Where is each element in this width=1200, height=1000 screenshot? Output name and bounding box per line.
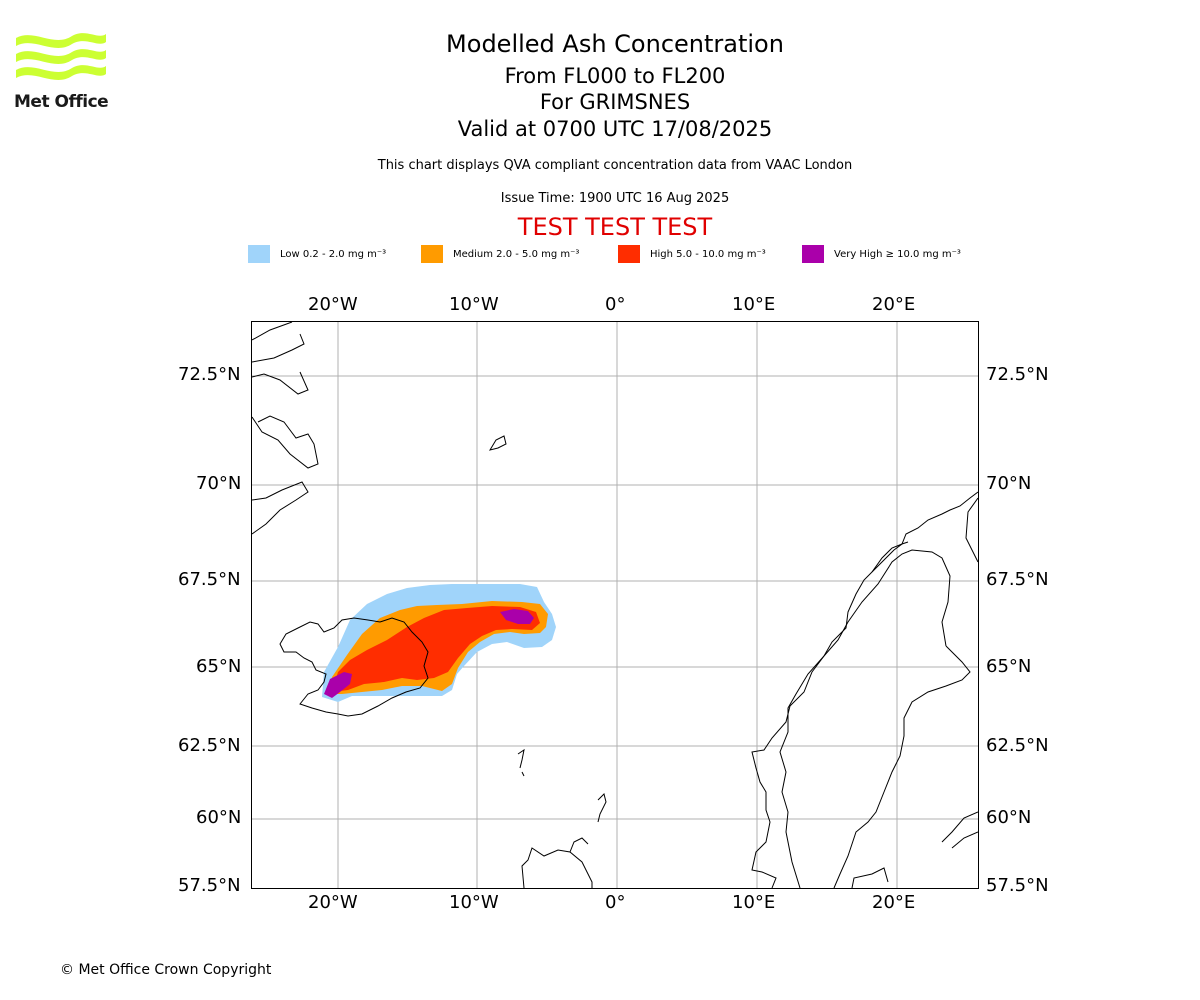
met-office-wave-icon — [16, 33, 106, 80]
legend-swatch-high — [618, 245, 640, 263]
ash-very-high-region-east — [500, 609, 534, 624]
map-coastlines — [252, 322, 978, 888]
lat-tick-left-67-5: 67.5°N — [178, 569, 241, 590]
legend-label-medium: Medium 2.0 - 5.0 mg m⁻³ — [453, 248, 580, 260]
lon-tick-top-0: 0° — [605, 294, 626, 315]
legend-swatch-low — [248, 245, 270, 263]
flight-level-range: From FL000 to FL200 — [504, 64, 726, 88]
lon-tick-bottom-0: 0° — [605, 892, 626, 913]
lat-tick-left-60: 60°N — [196, 807, 242, 828]
lat-tick-right-60: 60°N — [986, 807, 1032, 828]
legend-item-medium: Medium 2.0 - 5.0 mg m⁻³ — [421, 244, 579, 264]
lat-tick-left-72-5: 72.5°N — [178, 364, 241, 385]
legend-label-high: High 5.0 - 10.0 mg m⁻³ — [650, 248, 766, 260]
legend-label-low: Low 0.2 - 2.0 mg m⁻³ — [280, 248, 387, 260]
legend-swatch-very-high — [802, 245, 824, 263]
lon-tick-bottom-10w: 10°W — [449, 892, 499, 913]
lat-tick-left-70: 70°N — [196, 473, 242, 494]
issue-time: Issue Time: 1900 UTC 16 Aug 2025 — [500, 191, 730, 206]
compliance-note: This chart displays QVA compliant concen… — [377, 158, 853, 173]
logo-text: Met Office — [14, 92, 109, 112]
lat-tick-right-57-5: 57.5°N — [986, 875, 1049, 896]
legend-item-high: High 5.0 - 10.0 mg m⁻³ — [618, 244, 766, 264]
legend-item-very-high: Very High ≥ 10.0 mg m⁻³ — [802, 244, 961, 264]
lat-tick-right-67-5: 67.5°N — [986, 569, 1049, 590]
lon-tick-top-20w: 20°W — [308, 294, 358, 315]
lon-tick-top-10e: 10°E — [732, 294, 776, 315]
valid-time: Valid at 0700 UTC 17/08/2025 — [457, 117, 773, 141]
copyright-notice: © Met Office Crown Copyright — [60, 962, 272, 978]
lat-tick-right-62-5: 62.5°N — [986, 735, 1049, 756]
lat-tick-right-65: 65°N — [986, 656, 1032, 677]
ash-very-high-region — [324, 672, 352, 698]
legend-label-very-high: Very High ≥ 10.0 mg m⁻³ — [834, 248, 961, 260]
map-panel[interactable] — [251, 321, 979, 889]
chart-title: Modelled Ash Concentration — [446, 30, 784, 58]
test-banner: TEST TEST TEST — [517, 213, 713, 241]
lat-tick-left-57-5: 57.5°N — [178, 875, 241, 896]
ash-high-region — [332, 606, 540, 692]
met-office-logo: Met Office — [14, 30, 109, 112]
lon-tick-bottom-20w: 20°W — [308, 892, 358, 913]
lon-tick-top-20e: 20°E — [872, 294, 916, 315]
lon-tick-bottom-20e: 20°E — [872, 892, 916, 913]
lat-tick-left-65: 65°N — [196, 656, 242, 677]
legend-item-low: Low 0.2 - 2.0 mg m⁻³ — [248, 244, 386, 264]
legend-swatch-medium — [421, 245, 443, 263]
volcano-name: For GRIMSNES — [539, 90, 691, 114]
lat-tick-right-72-5: 72.5°N — [986, 364, 1049, 385]
lat-tick-right-70: 70°N — [986, 473, 1032, 494]
lat-tick-left-62-5: 62.5°N — [178, 735, 241, 756]
map-canvas — [252, 322, 978, 888]
lon-tick-bottom-10e: 10°E — [732, 892, 776, 913]
map-gridlines — [252, 322, 978, 888]
lon-tick-top-10w: 10°W — [449, 294, 499, 315]
